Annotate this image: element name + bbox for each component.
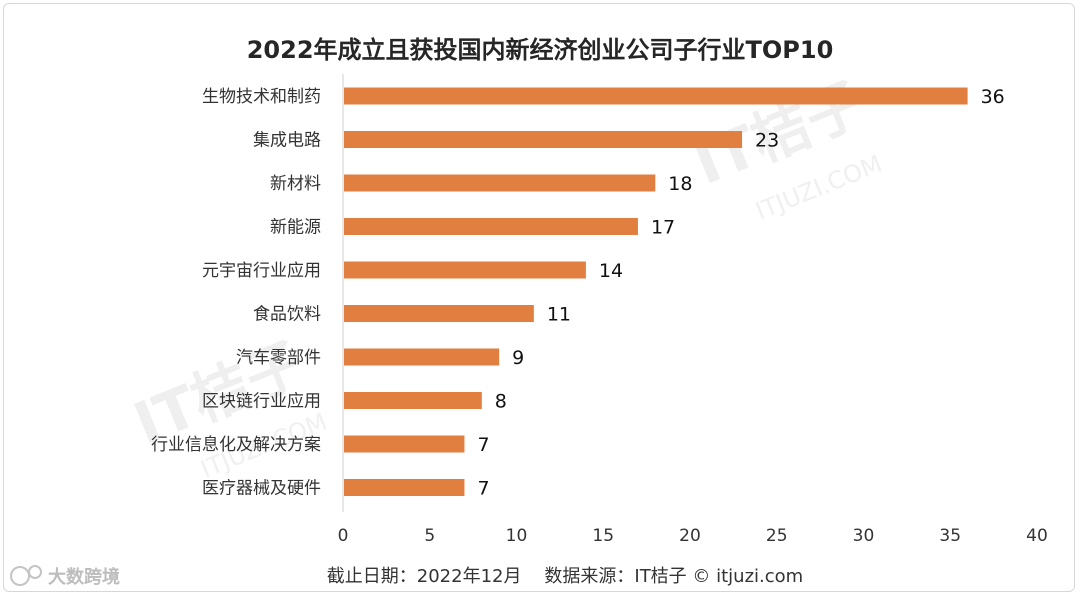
brand-logo-icon [10,565,42,586]
x-tick-label: 15 [592,526,614,546]
category-label: 新能源 [270,218,321,238]
bar [344,435,465,453]
value-label: 7 [477,434,489,456]
value-label: 14 [599,260,623,282]
category-label: 集成电路 [253,131,321,151]
value-label: 11 [547,304,571,326]
value-label: 8 [495,391,507,413]
chart-title: 2022年成立且获投国内新经济创业公司子行业TOP10 [247,36,834,64]
bar [344,87,968,105]
bar [344,174,656,192]
bar [344,305,534,322]
value-label: 9 [512,347,524,369]
corner-logo: 大数跨境 [10,565,120,588]
category-label: 医疗器械及硬件 [202,479,321,499]
x-tick-label: 40 [1026,526,1048,546]
x-tick-label: 10 [506,526,528,546]
value-label: 23 [755,130,779,152]
bar [344,218,638,235]
x-axis-ticks: 0 5 10 15 20 25 30 35 40 [338,526,1048,546]
category-label: 区块链行业应用 [202,392,321,412]
category-label: 食品饮料 [253,305,321,325]
bar [344,479,465,496]
value-label: 18 [668,173,692,195]
category-label: 元宇宙行业应用 [202,261,321,281]
category-label: 生物技术和制药 [202,87,321,107]
x-tick-label: 5 [424,526,435,546]
bar [344,131,743,148]
corner-logo-text: 大数跨境 [48,566,120,588]
x-tick-label: 20 [679,526,701,546]
bar [344,348,500,366]
bar [344,392,482,409]
footer-source: 截止日期：2022年12月 数据来源：IT桔子 © itjuzi.com [327,566,803,587]
category-labels: 生物技术和制药集成电路新材料新能源元宇宙行业应用食品饮料汽车零部件区块链行业应用… [151,87,321,499]
category-label: 新材料 [270,174,321,194]
value-label: 7 [477,478,489,500]
bars-group [344,87,968,496]
x-tick-label: 35 [939,526,961,546]
x-tick-label: 0 [338,526,349,546]
x-tick-label: 25 [766,526,788,546]
category-label: 汽车零部件 [236,348,321,368]
bar [344,261,586,279]
value-label: 17 [651,217,675,239]
category-label: 行业信息化及解决方案 [151,435,321,455]
value-label: 36 [981,86,1005,108]
x-tick-label: 30 [853,526,875,546]
